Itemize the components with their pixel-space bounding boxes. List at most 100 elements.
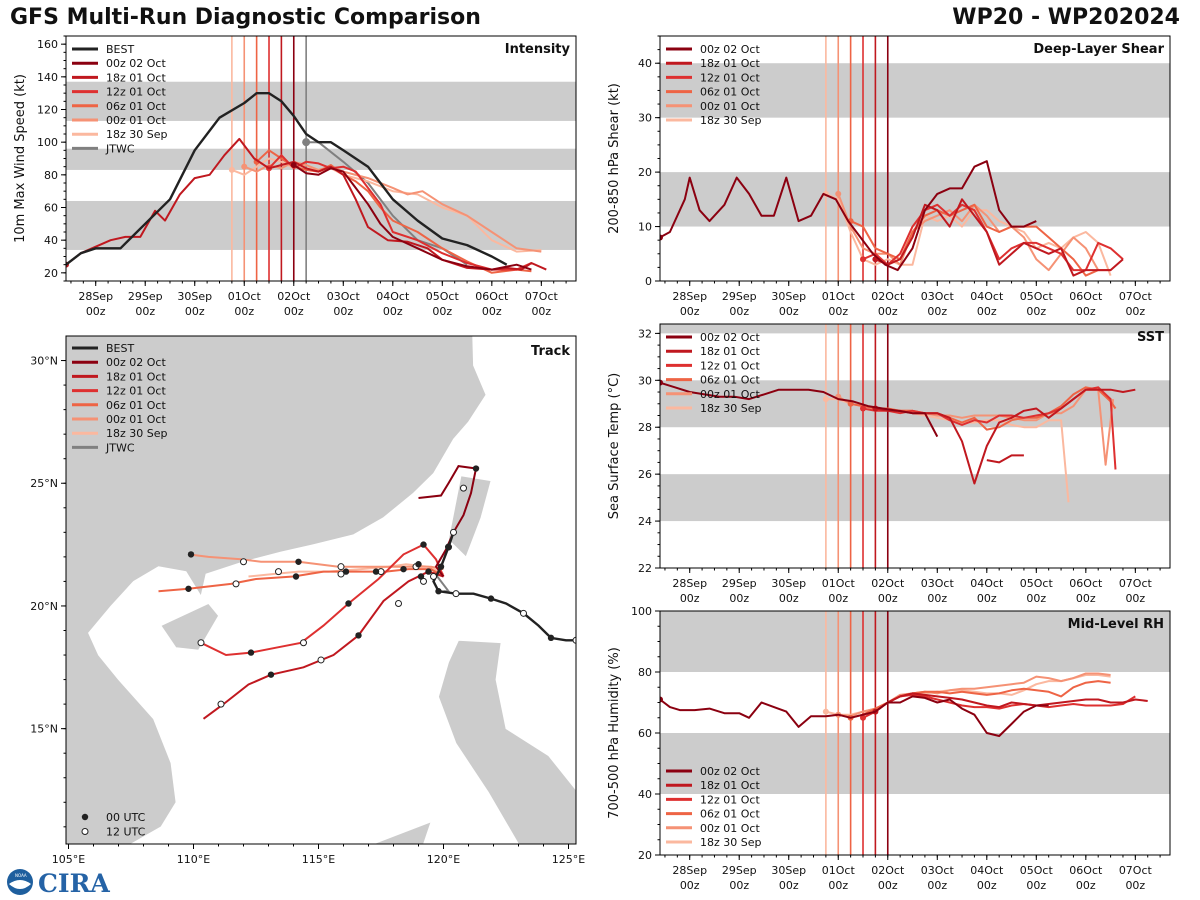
track-marker-12utc [300,639,307,647]
track-marker-00utc [415,561,422,568]
x-tick-label: 00z [977,305,997,318]
x-tick-label: 00z [1026,879,1046,892]
y-tick-label: 26 [638,468,652,481]
track-marker-12utc [572,636,576,644]
track-marker-00utc [547,634,555,642]
series-line [986,454,1024,464]
x-tick-label: 04Oct [970,864,1004,877]
x-tick-label: 03Oct [921,290,955,303]
x-tick-label: 06Oct [1069,290,1103,303]
x-tick-label: 04Oct [970,577,1004,590]
x-tick-label: 28Sep [672,864,707,877]
x-tick-label: 00z [185,305,205,318]
init-point [660,696,663,703]
x-tick-label: 02Oct [871,290,905,303]
philippines-landmass [438,639,576,844]
legend-label: 06z 01 Oct [700,374,760,387]
track-marker-00utc [267,671,275,678]
legend-label: 18z 01 Oct [700,345,760,358]
legend-label: 12z 01 Oct [106,86,166,99]
x-tick-label: 07Oct [1119,290,1153,303]
init-point [660,234,663,241]
track-marker-12utc [450,528,457,536]
legend-label: 18z 30 Sep [700,402,762,415]
track-marker-00utc [445,543,452,551]
x-tick-label: 00z [680,592,700,605]
legend-label: BEST [106,342,134,355]
legend-label: 12z 01 Oct [700,793,760,806]
y-tick-label: 140 [37,71,58,84]
legend-label: 06z 01 Oct [106,100,166,113]
y-tick-label: 20 [638,166,652,179]
track-marker-12utc [317,656,325,664]
series-line [660,695,1049,737]
x-tick-label: 00z [1026,305,1046,318]
x-tick-label: 00z [1026,592,1046,605]
series-line [850,680,1111,719]
series-line [66,137,547,271]
series-line [293,164,532,271]
x-tick-label: 00z [1125,879,1145,892]
x-tick-label: 125°E [552,853,585,866]
legend-label: 00z 01 Oct [700,100,760,113]
track-marker-00utc [292,573,300,580]
x-tick-label: 07Oct [1119,864,1153,877]
track-marker-00utc [345,600,352,607]
x-tick-label: 05Oct [1020,864,1054,877]
track-marker-00utc [420,541,427,548]
x-tick-label: 00z [234,305,254,318]
y-tick-label: 25°N [30,477,58,490]
legend-label: 00 UTC [106,811,146,824]
track-marker-00utc [400,565,407,573]
plot-area-track [66,336,576,844]
track-marker-12utc [337,563,345,571]
track-marker-00utc [185,585,192,592]
legend-marker-12utc [81,828,89,835]
x-tick-label: 29Sep [722,577,757,590]
x-tick-label: 06Oct [1069,577,1103,590]
x-tick-label: 28Sep [672,577,707,590]
panel-title: SST [1137,330,1164,345]
track-marker-00utc [342,568,350,575]
y-tick-label: 160 [37,38,58,51]
x-tick-label: 01Oct [228,290,262,303]
track-marker-00utc [247,649,255,656]
threshold-band [660,324,1170,334]
x-tick-label: 00z [1076,879,1096,892]
panel-intensity: 20 40 60 80 100 120 140 160 28Sep 00z 29Sep 00z 30Se… [13,35,577,318]
x-tick-label: 00z [284,305,304,318]
track-line [432,531,576,642]
y-tick-label: 80 [44,169,58,182]
legend-label: 12z 01 Oct [106,385,166,398]
x-tick-label: 28Sep [78,290,113,303]
x-tick-label: 00z [927,879,947,892]
y-tick-label: 10 [638,221,652,234]
x-tick-label: 00z [680,305,700,318]
legend-label: JTWC [105,142,135,155]
x-tick-label: 05Oct [1020,290,1054,303]
legend-label: 00z 01 Oct [700,388,760,401]
threshold-band [660,611,1170,672]
y-tick-label: 22 [638,562,652,575]
track-marker-00utc [435,588,442,595]
x-tick-label: 05Oct [426,290,460,303]
x-tick-label: 00z [383,305,403,318]
x-tick-label: 00z [977,592,997,605]
series-line [660,160,1037,272]
x-tick-label: 00z [1125,305,1145,318]
legend-label: 06z 01 Oct [700,808,760,821]
x-tick-label: 02Oct [277,290,311,303]
x-tick-label: 00z [878,305,898,318]
noaa-label: NOAA [15,873,27,878]
x-tick-label: 00z [680,879,700,892]
figure-title: GFS Multi-Run Diagnostic Comparison [10,5,481,30]
legend-label: BEST [106,43,134,56]
panel-track: 105°E 110°E 115°E 120°E 125°E 15°N 20°N 25°N 30°… [30,335,585,866]
threshold-band [66,148,576,170]
panel-rh: 20 40 60 80 100 28Sep 00z 29Sep 00z 30Sep 00z 01Oct… [607,605,1171,892]
x-tick-label: 00z [531,305,551,318]
x-tick-label: 29Sep [722,864,757,877]
init-point [822,396,829,403]
series-line [874,692,1148,713]
x-tick-label: 00z [779,592,799,605]
